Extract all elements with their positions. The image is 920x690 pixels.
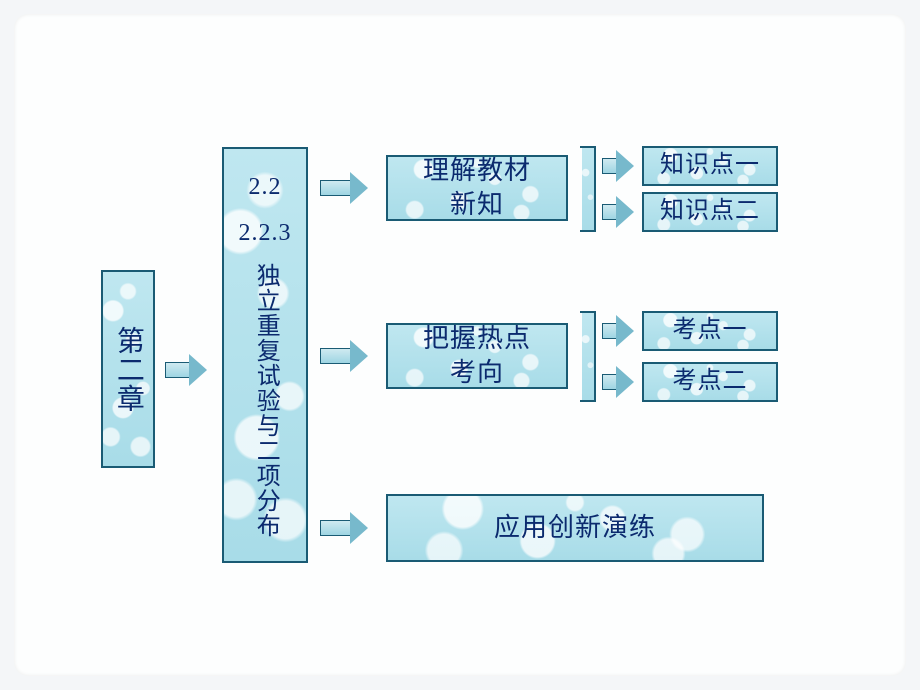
arrow-section-topic2 <box>320 340 368 372</box>
section-line-1: 2.2 <box>249 172 282 203</box>
arrow-section-topic1 <box>320 172 368 204</box>
arrow-section-topic3 <box>320 512 368 544</box>
node-chapter: 第二章 <box>101 270 155 468</box>
node-section: 2.2 2.2.3 独立重复试验与二项分布 <box>222 147 308 563</box>
node-leaf-1b: 知识点二 <box>642 192 778 232</box>
arrow-bracket2-leaf2a <box>602 315 634 347</box>
topic-1-label: 理解教材新知 <box>423 154 531 222</box>
node-leaf-2a: 考点一 <box>642 311 778 351</box>
topic-3-label: 应用创新演练 <box>494 511 656 545</box>
leaf-2b-label: 考点二 <box>673 366 748 397</box>
arrow-bracket1-leaf1a <box>602 150 634 182</box>
node-leaf-1a: 知识点一 <box>642 146 778 186</box>
arrow-bracket1-leaf1b <box>602 196 634 228</box>
arrow-bracket2-leaf2b <box>602 366 634 398</box>
arrow-chapter-section <box>165 354 207 386</box>
topic-2-label: 把握热点考向 <box>423 322 531 390</box>
leaf-1b-label: 知识点二 <box>660 196 760 227</box>
node-topic-3: 应用创新演练 <box>386 494 764 562</box>
node-topic-1: 理解教材新知 <box>386 155 568 221</box>
leaf-2a-label: 考点一 <box>673 315 748 346</box>
flow-diagram: 第二章 2.2 2.2.3 独立重复试验与二项分布 理解教材新知 把握热点考向 … <box>0 0 920 690</box>
bracket-1 <box>582 146 596 232</box>
section-line-2: 2.2.3 <box>239 218 292 249</box>
node-leaf-2b: 考点二 <box>642 362 778 402</box>
section-line-3: 独立重复试验与二项分布 <box>249 263 281 538</box>
node-topic-2: 把握热点考向 <box>386 323 568 389</box>
bracket-2 <box>582 311 596 402</box>
node-chapter-label: 第二章 <box>109 326 147 413</box>
leaf-1a-label: 知识点一 <box>660 150 760 181</box>
